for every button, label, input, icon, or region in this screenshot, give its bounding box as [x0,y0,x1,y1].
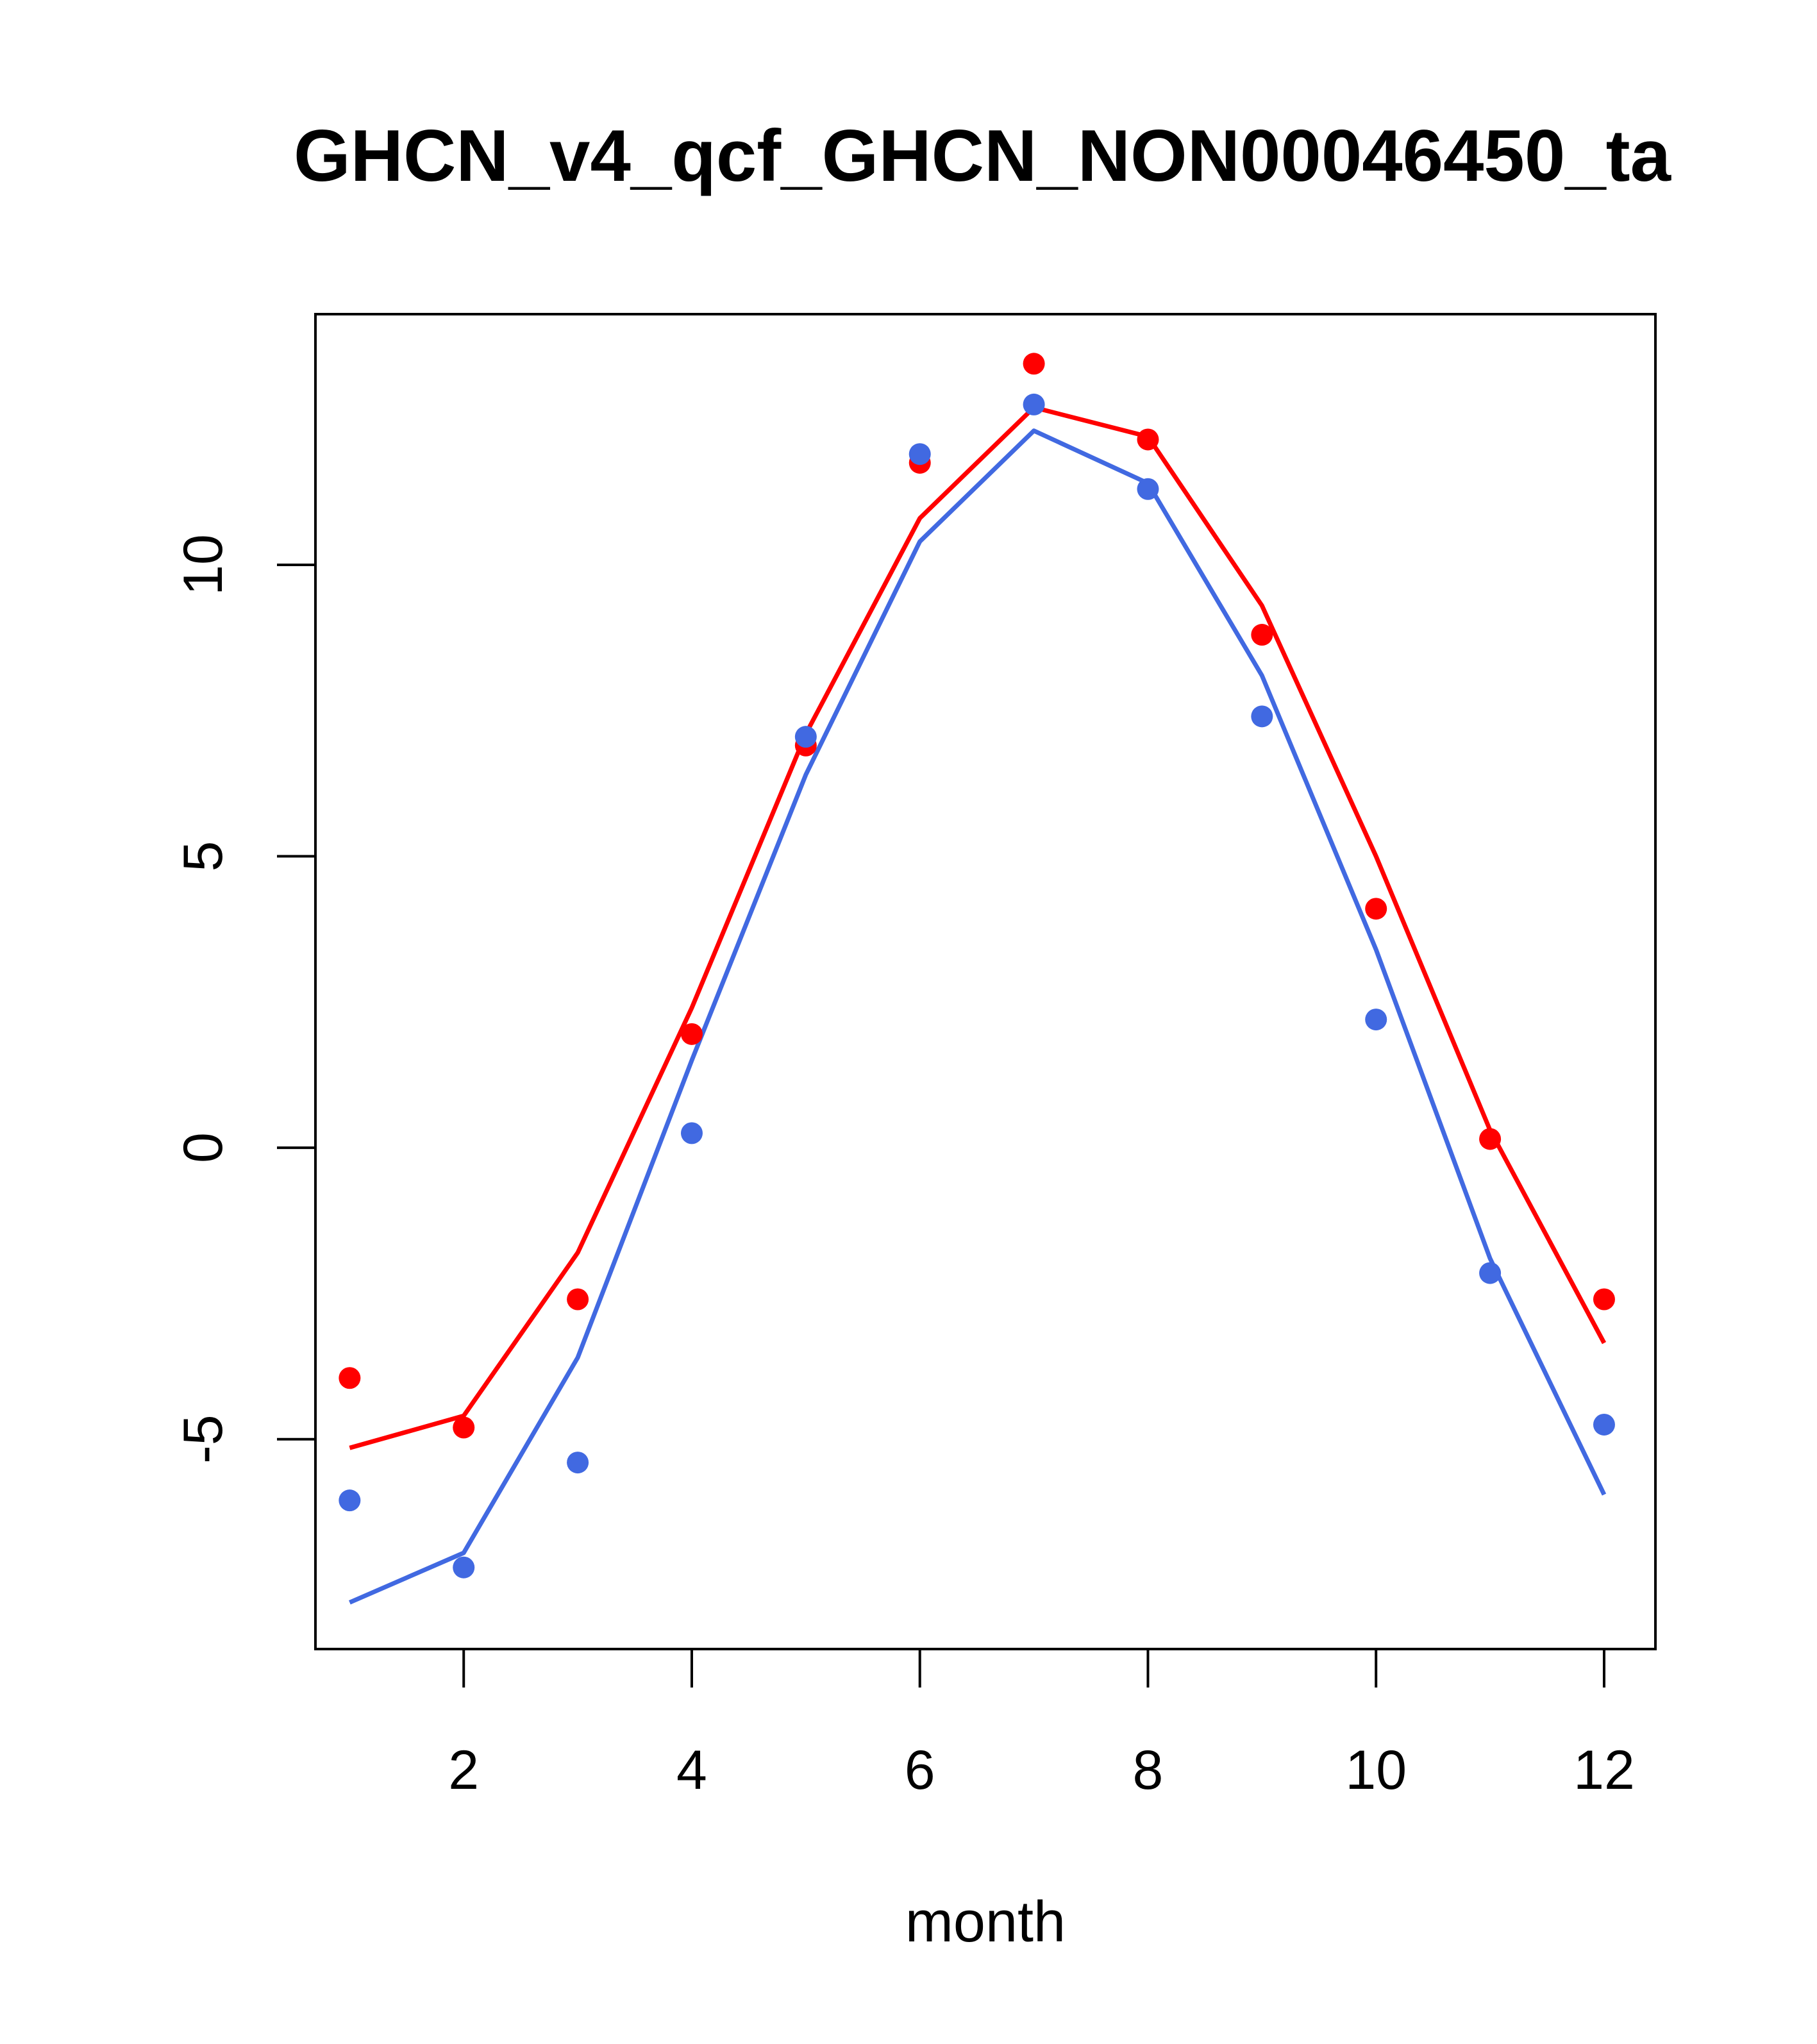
x-tick-label: 12 [1573,1739,1635,1801]
series-1-point [908,443,931,465]
series-layer [339,353,1615,1605]
series-1-point [339,1489,361,1512]
x-tick-label: 2 [448,1739,479,1801]
x-tick-label: 8 [1133,1739,1164,1801]
series-1-point [453,1556,475,1579]
series-0-point [680,1023,703,1045]
y-tick-label: -5 [172,1414,234,1463]
series-0-point [339,1367,361,1389]
series-1-point [680,1122,703,1144]
y-tick-label: 10 [172,534,234,596]
series-0-point [1479,1128,1502,1150]
series-1-point [1137,478,1159,500]
x-tick-label: 6 [905,1739,935,1801]
series-1-point [1023,393,1045,415]
series-0-point [567,1288,589,1311]
series-0-point [453,1416,475,1439]
x-axis-title: month [905,1890,1066,1954]
series-0-point [1023,353,1045,375]
series-1-point [1365,1009,1387,1031]
series-1-point [794,726,817,748]
chart-title: GHCN_v4_qcf_GHCN_NON00046450_ta [294,115,1672,197]
y-tick-label: 0 [172,1132,234,1163]
series-1-point [1251,705,1273,728]
series-1-point [567,1452,589,1474]
series-0-point [1251,624,1273,646]
y-tick-label: 5 [172,841,234,872]
series-0-point [1365,898,1387,920]
series-1-point [1479,1262,1502,1284]
plot-frame [314,313,1657,1650]
series-0-point [1137,428,1159,451]
x-tick-label: 10 [1345,1739,1407,1801]
series-0-point [1593,1288,1615,1311]
x-axis: 2 4 6 8 10 12 [448,1648,1635,1801]
series-1-point [1593,1413,1615,1436]
y-axis: -5 0 5 10 [172,534,317,1464]
series-0-line [349,405,1607,1450]
series-1-line [349,428,1607,1605]
x-tick-label: 4 [676,1739,707,1801]
